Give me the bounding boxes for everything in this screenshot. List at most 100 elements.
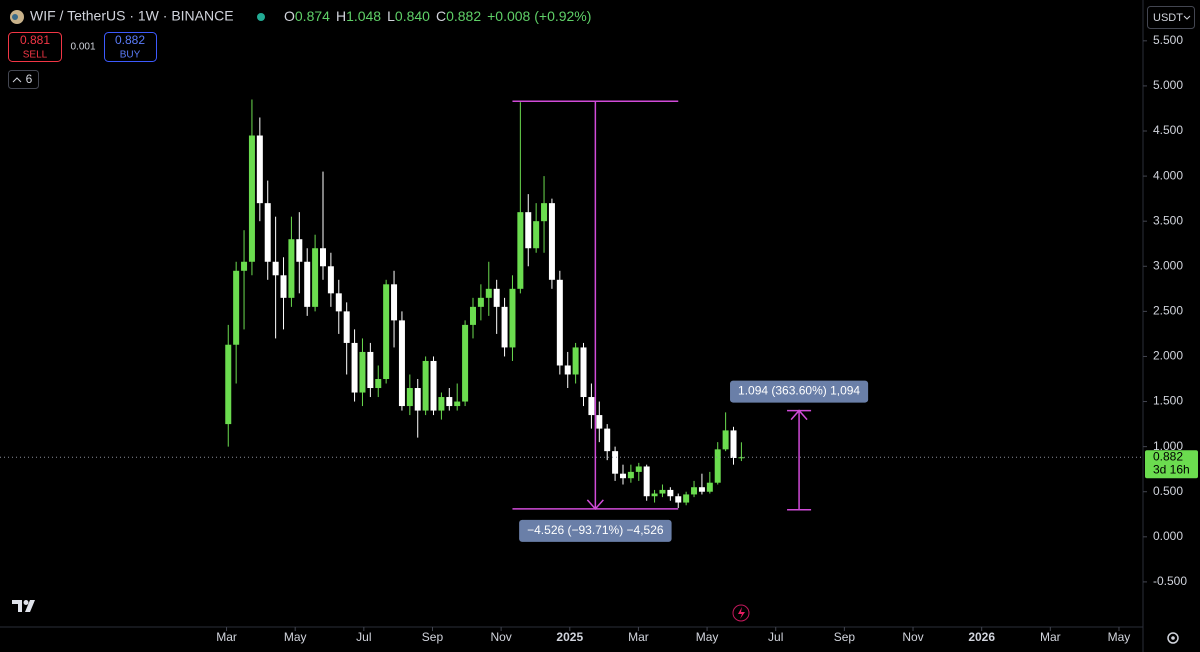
candle-body: [367, 351, 374, 389]
candle-body: [422, 360, 429, 411]
candle-body: [288, 239, 295, 298]
candle-body: [391, 284, 398, 321]
candle-body: [225, 344, 232, 425]
x-tick-label: 2025: [556, 630, 583, 644]
candle-body: [517, 212, 524, 289]
candle-body: [706, 482, 713, 492]
spread: 0.001: [70, 42, 95, 53]
ohlc-header: O0.874 H1.048 L0.840 C0.882 +0.008 (+0.92%): [284, 8, 591, 24]
ohlc-key: O: [284, 8, 295, 24]
last-price-tag: [1145, 450, 1198, 479]
countdown: 3d 16h: [1153, 462, 1190, 476]
indicators-toggle[interactable]: [8, 70, 39, 89]
candle-body: [493, 288, 500, 307]
sell-button[interactable]: [8, 32, 62, 62]
candle-body: [256, 135, 263, 204]
candle-body: [627, 471, 634, 479]
candle-body: [398, 320, 405, 407]
settings-icon[interactable]: [1167, 632, 1179, 644]
candle-body: [501, 306, 508, 348]
last-price-label: 0.882: [1153, 449, 1183, 463]
y-tick-label: 5.500: [1153, 33, 1183, 47]
x-tick-label: May: [284, 630, 307, 644]
y-tick-label: 2.500: [1153, 304, 1183, 318]
x-tick-label: Jul: [356, 630, 371, 644]
candle-body: [564, 365, 571, 375]
x-tick-label: 2026: [968, 630, 995, 644]
candle-body: [375, 379, 382, 389]
ohlc-value: 0.840: [395, 8, 430, 24]
candle-body: [667, 489, 674, 497]
candle-body: [683, 494, 690, 503]
lightning-bolt: [738, 607, 745, 619]
x-tick-label: Mar: [628, 630, 649, 644]
y-tick-label: 1.000: [1153, 439, 1183, 453]
candle-body: [477, 297, 484, 307]
candle-body: [296, 239, 303, 262]
x-tick-label: Nov: [902, 630, 923, 644]
candle-body: [233, 270, 240, 345]
plot-area: [0, 99, 1143, 508]
candle-body: [714, 449, 721, 483]
candle-body: [619, 473, 626, 479]
x-tick-label: May: [1108, 630, 1131, 644]
indicator-count: 6: [26, 72, 33, 86]
candle-body: [414, 388, 421, 411]
candle-body: [612, 451, 619, 474]
x-tick-label: Mar: [1040, 630, 1061, 644]
ohlc-key: L: [387, 8, 395, 24]
y-tick-label: 3.500: [1153, 213, 1183, 227]
candle-body: [651, 493, 658, 497]
y-tick-label: 4.000: [1153, 168, 1183, 182]
ohlc-change: +0.008 (+0.92%): [487, 8, 591, 24]
candle-body: [604, 428, 611, 452]
candle-body: [469, 306, 476, 325]
ohlc-key: H: [336, 8, 346, 24]
candle-body: [730, 430, 737, 459]
x-tick-label: Jul: [768, 630, 783, 644]
candle-body: [280, 275, 287, 298]
x-tick-label: May: [696, 630, 719, 644]
candle-body: [359, 351, 366, 393]
candle-body: [548, 203, 555, 280]
candle-body: [319, 248, 326, 267]
candle-body: [462, 324, 469, 402]
candle-body: [430, 360, 437, 411]
candle-body: [454, 401, 461, 407]
candle-body: [659, 489, 666, 494]
lightning-icon[interactable]: [732, 604, 750, 622]
y-tick-label: 3.000: [1153, 258, 1183, 272]
candle-body: [556, 279, 563, 366]
candle-body: [698, 487, 705, 492]
candle-body: [304, 261, 311, 307]
x-tick-label: Sep: [422, 630, 444, 644]
y-tick-label: 0.500: [1153, 484, 1183, 498]
measure-label: −4.526 (−93.71%) −4,526: [527, 523, 664, 537]
ohlc-key: C: [436, 8, 446, 24]
candle-body: [580, 347, 587, 398]
currency: USDT: [1153, 12, 1183, 24]
market-status: [257, 13, 265, 21]
symbol-title: WIF / TetherUS · 1W · BINANCE: [30, 8, 234, 24]
y-tick-label: -0.500: [1153, 574, 1187, 588]
candle-body: [533, 221, 540, 249]
y-tick-label: 0.000: [1153, 529, 1183, 543]
candle-body: [691, 487, 698, 495]
ohlc-value: 1.048: [346, 8, 381, 24]
y-tick-label: 2.000: [1153, 349, 1183, 363]
buy-button[interactable]: [104, 32, 157, 62]
measure-label-box: [519, 519, 672, 542]
candle-body: [327, 266, 334, 294]
ohlc-value: 0.882: [446, 8, 481, 24]
currency-selector[interactable]: [1147, 6, 1195, 29]
candle-body: [438, 397, 445, 411]
candle-body: [406, 388, 413, 407]
candle-body: [572, 347, 579, 375]
candle-body: [738, 457, 745, 459]
measure-arrowhead: [790, 409, 808, 421]
tv-logo: [12, 600, 35, 612]
candle-body: [643, 466, 650, 497]
candle-body: [264, 203, 271, 262]
candle-body: [525, 212, 532, 249]
